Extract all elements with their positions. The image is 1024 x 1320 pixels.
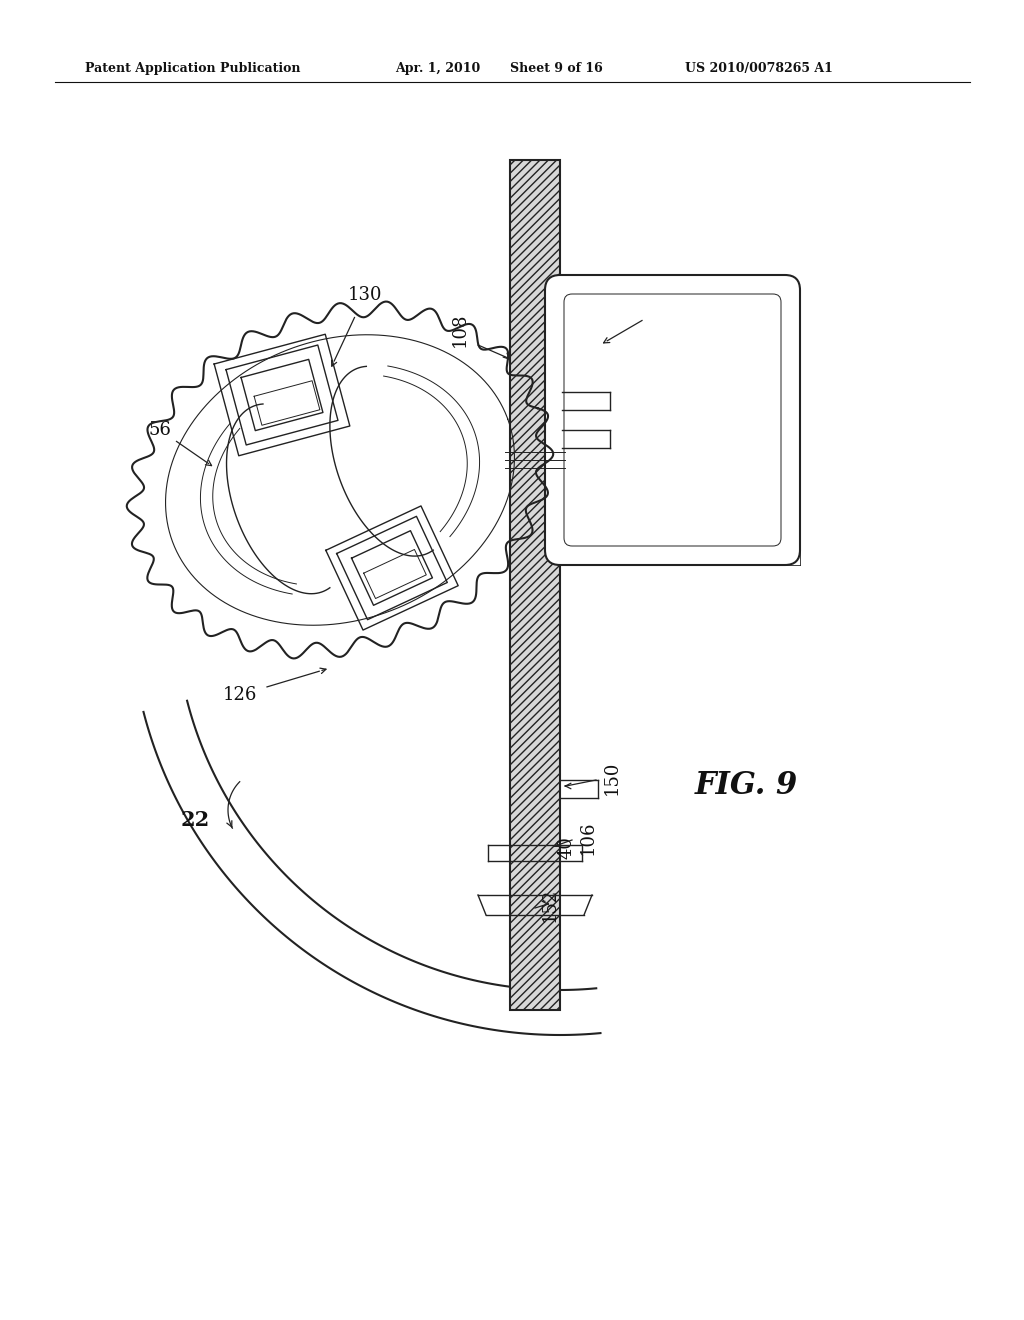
Text: 152: 152 xyxy=(541,888,559,923)
Text: Patent Application Publication: Patent Application Publication xyxy=(85,62,300,75)
Bar xyxy=(510,160,560,1010)
Text: 22: 22 xyxy=(180,810,210,830)
FancyBboxPatch shape xyxy=(564,294,781,546)
Text: 56: 56 xyxy=(148,421,171,440)
Text: Apr. 1, 2010: Apr. 1, 2010 xyxy=(395,62,480,75)
Text: 108: 108 xyxy=(451,313,469,347)
FancyBboxPatch shape xyxy=(545,275,800,565)
Text: US 2010/0078265 A1: US 2010/0078265 A1 xyxy=(685,62,833,75)
Text: 150: 150 xyxy=(603,760,621,795)
Text: 106: 106 xyxy=(579,821,597,855)
Text: FIG. 9: FIG. 9 xyxy=(695,770,799,800)
Text: 126: 126 xyxy=(223,686,257,704)
Text: 40: 40 xyxy=(557,837,575,859)
Text: 130: 130 xyxy=(348,286,382,304)
Text: Sheet 9 of 16: Sheet 9 of 16 xyxy=(510,62,603,75)
Text: 54: 54 xyxy=(648,301,672,319)
